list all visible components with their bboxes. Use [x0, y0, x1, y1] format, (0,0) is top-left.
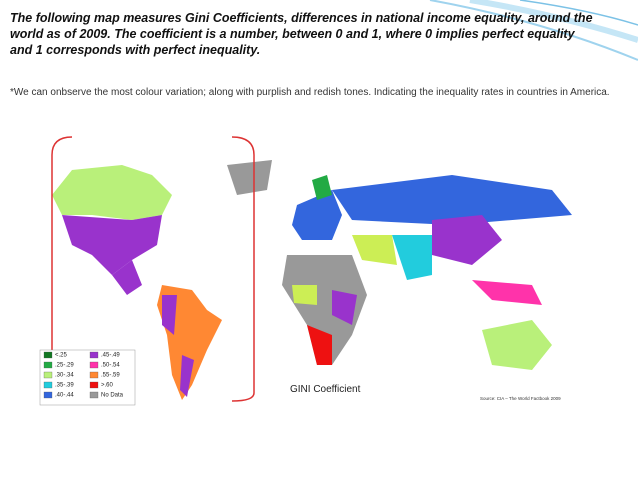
legend-label: .50-.54 [101, 363, 120, 369]
legend-label: No Data [101, 393, 124, 399]
map-caption: GINI Coefficient [290, 384, 361, 395]
legend-swatch [43, 371, 53, 379]
legend: <.25 .25-.29 .30-.34 .35-.39 .40-.44 .45-.49.… [39, 349, 136, 406]
slide-title: The following map measures Gini Coeffici… [10, 11, 593, 57]
legend-swatch [89, 381, 99, 389]
legend-label: .30-.34 [55, 373, 74, 379]
legend-label: .45-.49 [101, 353, 120, 359]
legend-label: .40-.44 [55, 393, 74, 399]
decoration [429, 0, 638, 61]
legend-swatch [89, 371, 99, 379]
legend-swatch [43, 391, 53, 399]
legend-label: .35-.39 [55, 383, 74, 389]
legend-swatch [89, 361, 99, 369]
legend-label: <.25 [55, 353, 68, 359]
legend-label: >.60 [101, 383, 114, 389]
legend-swatch [43, 361, 53, 369]
gini-map: <.25 .25-.29 .30-.34 .35-.39 .40-.44 .45-.49.… [32, 135, 607, 413]
legend-swatch [43, 351, 53, 359]
legend-label: .55-.59 [101, 373, 120, 379]
legend-swatch [89, 351, 99, 359]
note: *We can onbserve the most colour variati… [10, 87, 610, 98]
legend-swatch [89, 391, 99, 399]
legend-swatch [43, 381, 53, 389]
legend-label: .25-.29 [55, 363, 74, 369]
map-source: Source: CIA – The World Factbook 2009 [480, 396, 561, 401]
